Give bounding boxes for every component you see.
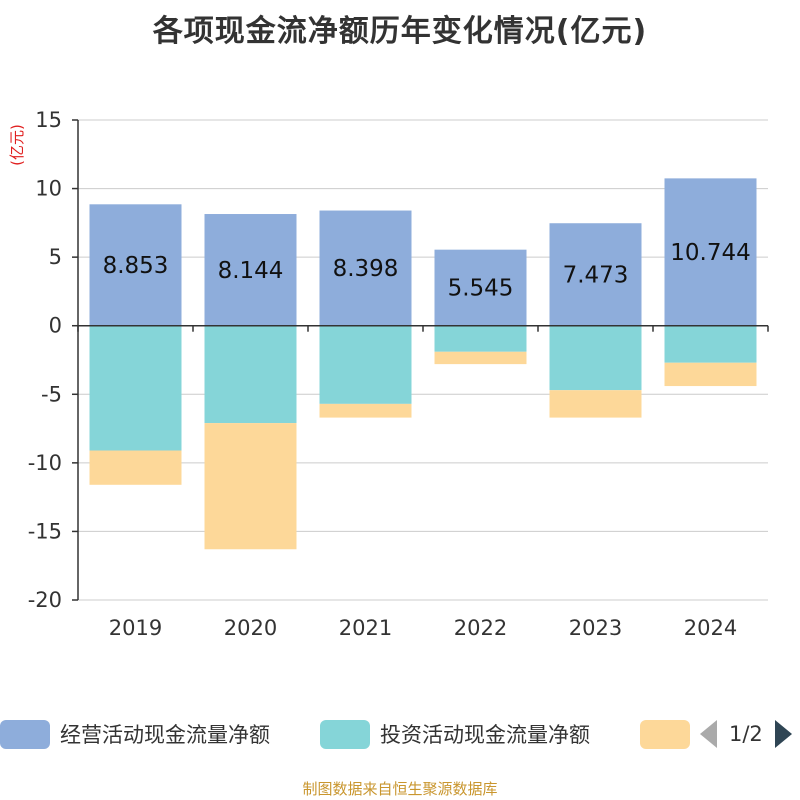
data-label: 8.853 <box>103 253 169 279</box>
y-tick-label: -5 <box>41 382 62 406</box>
chart-title: 各项现金流净额历年变化情况(亿元) <box>152 14 648 49</box>
bar-operating[interactable] <box>549 223 642 326</box>
bar-operating[interactable] <box>319 210 412 326</box>
y-tick-label: 10 <box>35 177 62 201</box>
x-tick-label: 2019 <box>109 616 162 640</box>
y-tick-label: 15 <box>35 108 62 132</box>
legend-label-operating: 经营活动现金流量净额 <box>60 723 270 747</box>
bar-operating[interactable] <box>89 204 182 326</box>
data-label: 8.144 <box>218 258 284 284</box>
bar-operating[interactable] <box>434 249 527 326</box>
bar-financing[interactable] <box>664 362 757 387</box>
data-label: 8.398 <box>333 256 399 282</box>
pager-next-icon[interactable] <box>774 720 792 748</box>
data-label: 10.744 <box>670 240 750 266</box>
bar-investing[interactable] <box>664 325 757 363</box>
pager-text: 1/2 <box>729 722 763 746</box>
bar-investing[interactable] <box>204 325 297 424</box>
x-tick-label: 2023 <box>569 616 622 640</box>
bar-investing[interactable] <box>434 325 527 352</box>
data-label: 5.545 <box>448 276 514 302</box>
legend-item-investing[interactable]: 投资活动现金流量净额 <box>320 718 590 750</box>
bar-investing[interactable] <box>549 325 642 391</box>
legend-swatch-financing <box>640 719 690 749</box>
source-note: 制图数据来自恒生聚源数据库 <box>302 780 498 798</box>
bar-financing[interactable] <box>89 450 182 485</box>
legend-label-investing: 投资活动现金流量净额 <box>380 723 590 747</box>
y-tick-label: -15 <box>28 519 62 543</box>
legend-swatch-operating <box>0 719 50 749</box>
bar-financing[interactable] <box>204 423 297 550</box>
legend-swatch-investing <box>320 719 370 749</box>
bar-financing[interactable] <box>434 351 527 365</box>
y-axis-title: (亿元) <box>8 124 26 166</box>
bar-operating[interactable] <box>204 214 297 326</box>
y-tick-label: -20 <box>28 588 62 612</box>
x-tick-label: 2022 <box>454 616 507 640</box>
bar-investing[interactable] <box>319 325 412 404</box>
bar-financing[interactable] <box>319 403 412 418</box>
bar-operating[interactable] <box>664 178 757 326</box>
legend-item-financing[interactable] <box>640 718 700 750</box>
bar-investing[interactable] <box>89 325 182 451</box>
x-tick-label: 2021 <box>339 616 392 640</box>
y-tick-label: 0 <box>49 314 62 338</box>
bar-financing[interactable] <box>549 390 642 418</box>
y-tick-label: -10 <box>28 451 62 475</box>
x-tick-label: 2024 <box>684 616 737 640</box>
x-tick-label: 2020 <box>224 616 277 640</box>
legend-item-operating[interactable]: 经营活动现金流量净额 <box>0 718 270 750</box>
y-tick-label: 5 <box>49 245 62 269</box>
pager-prev-icon[interactable] <box>700 720 717 748</box>
data-label: 7.473 <box>563 262 629 288</box>
legend-pager: 1/2 <box>700 718 792 750</box>
